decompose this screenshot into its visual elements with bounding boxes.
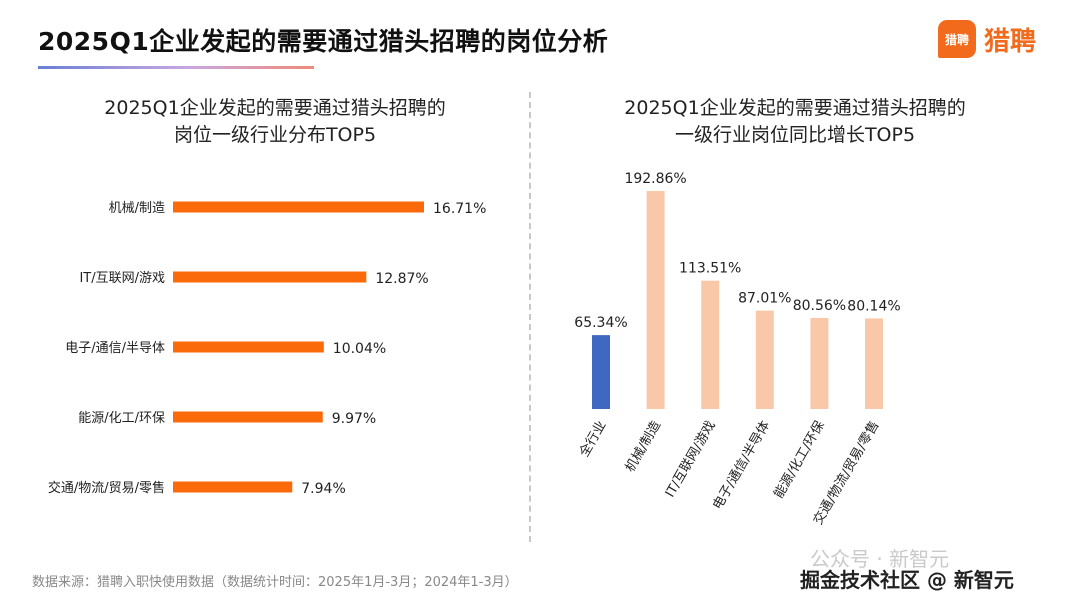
value-label: 80.14% bbox=[847, 298, 900, 314]
right-chart-title-line-1: 2025Q1企业发起的需要通过猎头招聘的 bbox=[624, 97, 966, 119]
value-label: 80.56% bbox=[793, 298, 846, 314]
value-label: 9.97% bbox=[332, 411, 376, 427]
chart-divider bbox=[529, 92, 531, 542]
category-label: 机械/制造 bbox=[109, 201, 165, 216]
bar bbox=[701, 280, 720, 409]
bar bbox=[865, 318, 883, 409]
left-chart-title-line-1: 2025Q1企业发起的需要通过猎头招聘的 bbox=[104, 97, 446, 119]
title-underline bbox=[38, 66, 314, 69]
category-label: IT/互联网/游戏 bbox=[79, 271, 165, 286]
value-label: 16.71% bbox=[433, 201, 486, 217]
bar bbox=[755, 310, 774, 409]
left-bar-chart: 机械/制造 16.71% IT/互联网/游戏 12.87% 电子/通信/半导体 10.04… bbox=[48, 201, 487, 497]
right-chart-title-line-2: 一级行业岗位同比增长TOP5 bbox=[674, 124, 916, 146]
category-label: 电子/通信/半导体 bbox=[710, 419, 773, 513]
page-title: 2025Q1企业发起的需要通过猎头招聘的岗位分析 bbox=[38, 27, 609, 56]
logo-text: 猎聘 bbox=[984, 26, 1037, 57]
bar bbox=[810, 317, 829, 409]
data-source-note: 数据来源：猎聘入职快使用数据（数据统计时间：2025年1月-3月；2024年1-… bbox=[32, 575, 518, 590]
value-label: 87.01% bbox=[738, 291, 791, 307]
brand-logo: 猎聘 猎聘 bbox=[938, 20, 1036, 58]
bar bbox=[173, 411, 323, 423]
logo-icon: 猎聘 bbox=[938, 20, 976, 58]
right-bar-chart: 65.34% 全行业 192.86% 机械/制造 113.51% IT/互联网/游戏 87.… bbox=[574, 171, 900, 527]
watermark-juejin: 掘金技术社区 @ 新智元 bbox=[800, 568, 1014, 592]
right-chart-title: 2025Q1企业发起的需要通过猎头招聘的 一级行业岗位同比增长TOP5 bbox=[560, 95, 1030, 149]
value-label: 65.34% bbox=[574, 315, 627, 331]
category-label: 能源/化工/环保 bbox=[78, 411, 165, 426]
value-label: 192.86% bbox=[624, 171, 686, 187]
left-chart-title: 2025Q1企业发起的需要通过猎头招聘的 岗位一级行业分布TOP5 bbox=[40, 95, 510, 149]
value-label: 12.87% bbox=[375, 271, 428, 287]
bar bbox=[173, 341, 324, 353]
bar bbox=[173, 481, 293, 493]
bar bbox=[173, 201, 424, 213]
bar bbox=[592, 335, 610, 409]
watermark-wechat: 公众号 · 新智元 bbox=[810, 547, 950, 571]
category-label: 机械/制造 bbox=[623, 419, 664, 475]
category-label: 交通/物流/贸易/零售 bbox=[48, 480, 165, 496]
category-label: 电子/通信/半导体 bbox=[65, 341, 165, 356]
category-label: 全行业 bbox=[576, 418, 609, 460]
bar bbox=[173, 271, 367, 283]
value-label: 113.51% bbox=[679, 261, 741, 277]
bar bbox=[646, 191, 665, 409]
category-label: IT/互联网/游戏 bbox=[663, 419, 719, 501]
value-label: 10.04% bbox=[333, 341, 386, 357]
left-chart-title-line-2: 岗位一级行业分布TOP5 bbox=[173, 124, 377, 146]
value-label: 7.94% bbox=[301, 481, 345, 497]
category-label: 能源/化工/环保 bbox=[771, 419, 827, 502]
